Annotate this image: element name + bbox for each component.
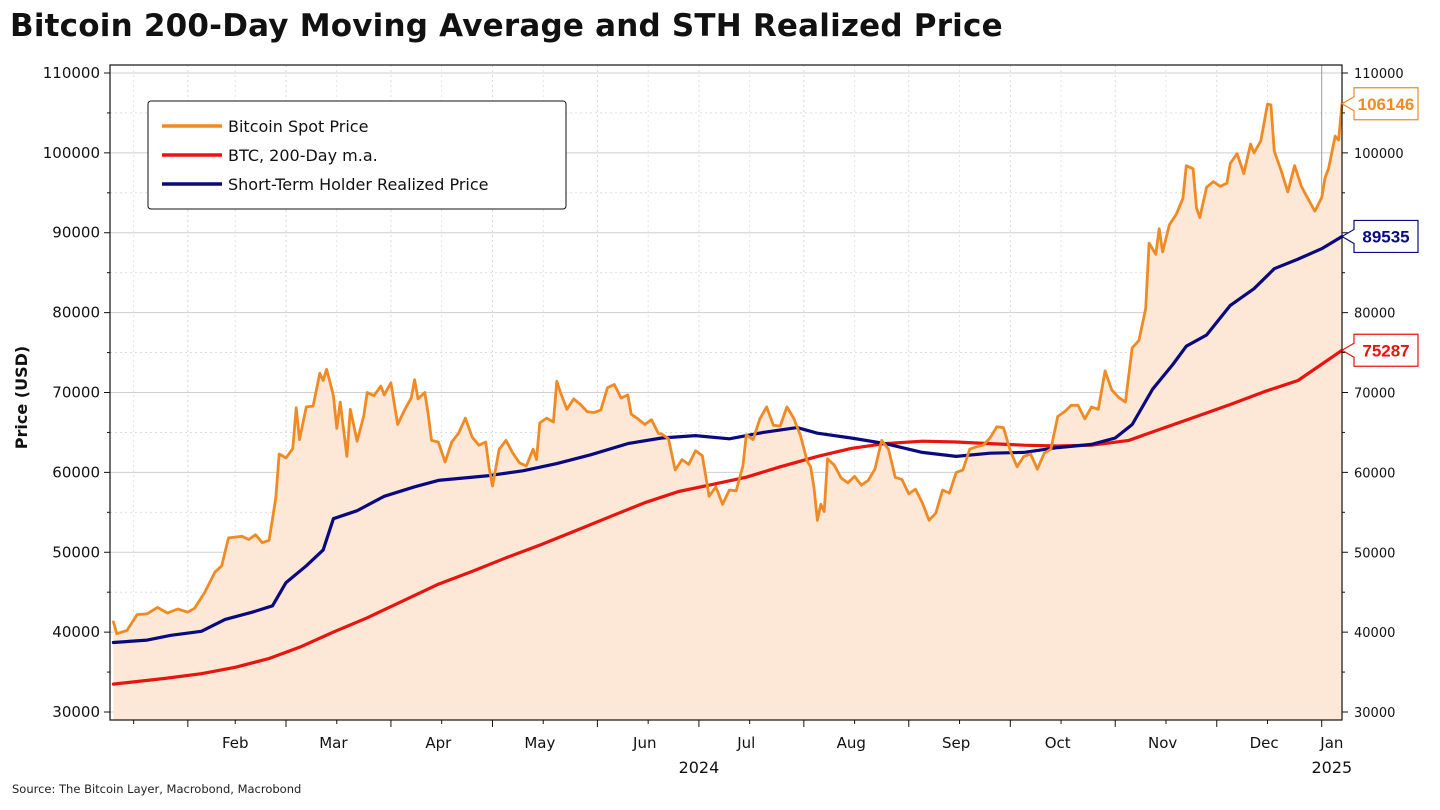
y-tick-label-right: 100000 — [1354, 147, 1404, 162]
legend: Bitcoin Spot Price BTC, 200-Day m.a. Short… — [147, 100, 567, 210]
end-label-value: 89535 — [1362, 227, 1409, 246]
end-label-value: 106146 — [1358, 95, 1415, 114]
end-label-btc-200-day-m-a: 75287 — [1340, 333, 1419, 367]
x-tick-label: Oct — [1045, 734, 1071, 752]
spot-price-fill — [113, 103, 1342, 721]
series-line-btc-200-day-m-a — [111, 348, 1344, 686]
x-tick-label: Jun — [632, 734, 656, 752]
x-tick-label: Jul — [736, 734, 755, 752]
spot-price-area — [113, 103, 1342, 721]
y-tick-label-right: 40000 — [1354, 626, 1395, 641]
legend-entry: BTC, 200-Day m.a. — [228, 146, 378, 165]
legend-entry: Bitcoin Spot Price — [228, 117, 368, 136]
y-axis-right: 3000040000500006000070000800009000010000… — [1342, 67, 1404, 721]
x-tick-label: Aug — [837, 734, 866, 752]
y-tick-label: 100000 — [43, 144, 100, 162]
y-tick-label: 50000 — [52, 543, 100, 561]
y-axis-left: 30000 40000 50000 60000 70000 80000 90000 10000… — [43, 64, 110, 721]
y-axis-title: Price (USD) — [12, 346, 31, 449]
x-tick-label: Nov — [1148, 734, 1177, 752]
end-label-box — [1340, 333, 1419, 367]
x-tick-label: Feb — [222, 734, 249, 752]
x-year-label: 2024 — [679, 758, 720, 777]
y-tick-label-right: 50000 — [1354, 546, 1395, 561]
end-label-box — [1340, 219, 1419, 254]
end-label-value: 75287 — [1362, 341, 1409, 360]
end-label-short-term-holder-realized-price: 89535 — [1340, 219, 1419, 254]
series-lines — [111, 102, 1344, 686]
legend-box — [147, 100, 567, 210]
x-axis: Feb Mar Apr May Jun Jul Aug Sep Oct Nov Dec Jan 2024… — [133, 720, 1352, 777]
x-tick-label: May — [524, 734, 555, 752]
x-tick-label: Mar — [319, 734, 348, 752]
y-tick-label: 40000 — [52, 623, 100, 641]
x-year-label: 2025 — [1311, 758, 1352, 777]
y-tick-label-right: 70000 — [1354, 387, 1395, 402]
end-label-bitcoin-spot-price: 106146 — [1340, 87, 1419, 121]
y-tick-label-right: 110000 — [1354, 67, 1404, 82]
y-tick-label-right: 80000 — [1354, 307, 1395, 322]
x-tick-label: Dec — [1250, 734, 1279, 752]
y-tick-label: 90000 — [52, 224, 100, 242]
y-tick-label: 60000 — [52, 463, 100, 481]
end-label-box — [1340, 87, 1419, 121]
chart-title: Bitcoin 200-Day Moving Average and STH R… — [10, 8, 1003, 44]
y-tick-label: 30000 — [52, 703, 100, 721]
end-value-labels: 106146 75287 89535 — [1340, 87, 1419, 367]
y-tick-label: 70000 — [52, 384, 100, 402]
legend-entry: Short-Term Holder Realized Price — [228, 175, 489, 194]
y-tick-label-right: 60000 — [1354, 466, 1395, 481]
y-tick-label: 80000 — [52, 304, 100, 322]
source-note: Source: The Bitcoin Layer, Macrobond, Ma… — [12, 782, 302, 796]
y-tick-label: 110000 — [43, 64, 100, 82]
x-tick-label: Sep — [942, 734, 970, 752]
y-tick-label-right: 30000 — [1354, 706, 1395, 721]
series-line-bitcoin-spot-price — [112, 102, 1344, 636]
x-tick-label: Apr — [425, 734, 452, 752]
x-tick-label: Jan — [1319, 734, 1343, 752]
